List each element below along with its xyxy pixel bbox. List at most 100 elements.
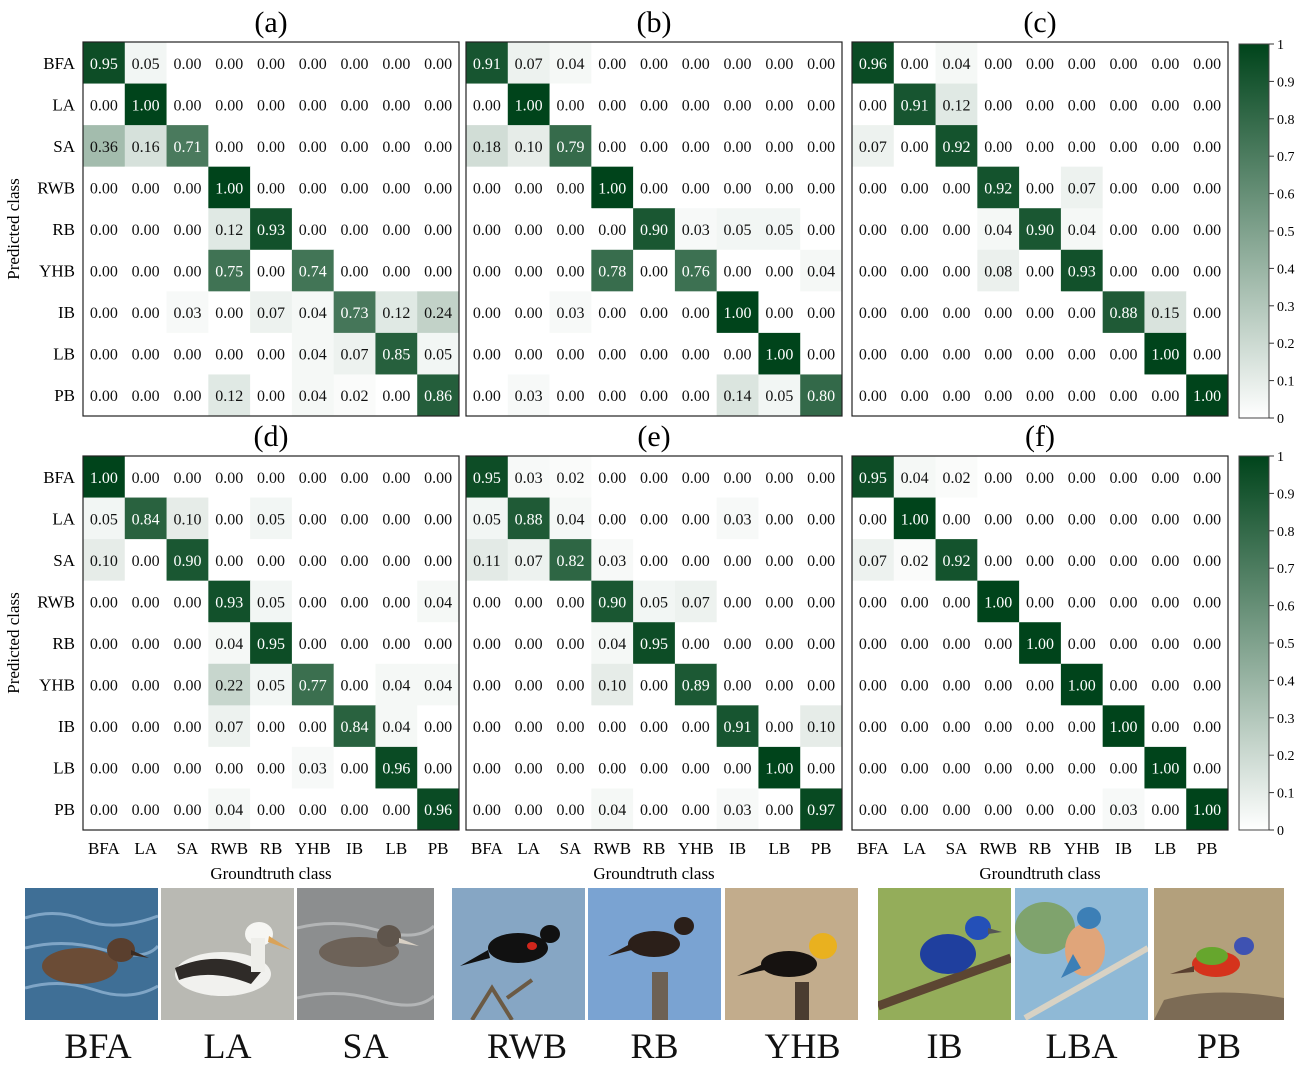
- matrix-cell: [466, 291, 509, 334]
- cell-value: 0.00: [640, 264, 668, 281]
- cell-value: 0.00: [984, 636, 1012, 653]
- cell-value: 0.00: [984, 139, 1012, 156]
- matrix-cell: [83, 497, 126, 540]
- cell-value: 0.00: [598, 761, 626, 778]
- cell-value: 0.00: [424, 761, 452, 778]
- cell-value: 0.00: [1151, 264, 1179, 281]
- matrix-cell: [977, 125, 1020, 168]
- y-axis-label: Predicted class: [4, 592, 23, 694]
- matrix-cell: [333, 83, 376, 126]
- matrix-cell: [375, 291, 418, 334]
- cell-value: 0.00: [299, 719, 327, 736]
- x-axis-label: Groundtruth class: [210, 864, 331, 883]
- matrix-cell: [417, 580, 460, 623]
- cell-value: 0.00: [640, 761, 668, 778]
- cell-value: 0.00: [859, 802, 887, 819]
- matrix-cell: [466, 746, 509, 789]
- matrix-cell: [633, 249, 676, 292]
- cell-value: 0.07: [257, 305, 285, 322]
- cell-value: 0.00: [1110, 97, 1138, 114]
- cell-value: 0.04: [299, 305, 327, 322]
- matrix-cell: [716, 291, 759, 334]
- matrix-cell: [977, 332, 1020, 375]
- cell-value: 0.00: [1193, 470, 1221, 487]
- matrix-cell: [417, 622, 460, 665]
- matrix-cell: [124, 622, 168, 665]
- cell-value: 0.00: [473, 222, 501, 239]
- matrix-cell: [852, 705, 895, 748]
- matrix-cell: [166, 249, 209, 292]
- matrix-cell: [291, 166, 335, 209]
- matrix-cell: [417, 374, 460, 417]
- cell-value: 0.00: [90, 802, 118, 819]
- matrix-cell: [291, 746, 335, 789]
- cell-value: 0.92: [984, 180, 1012, 197]
- matrix-cell: [166, 125, 209, 168]
- matrix-panel-a: (a) 0.95 0.05 0.00 0.00 0.00 0.00 0.00 0.00 0.00 0…: [4, 6, 460, 417]
- cell-value: 0.00: [807, 761, 835, 778]
- matrix-cell: [507, 291, 551, 334]
- matrix-cell: [800, 166, 843, 209]
- matrix-cell: [466, 249, 509, 292]
- matrix-cell: [124, 705, 168, 748]
- photo-ib: [878, 888, 1011, 1020]
- matrix-cell: [1186, 580, 1229, 623]
- matrix-cell: [716, 374, 759, 417]
- matrix-cell: [758, 663, 801, 706]
- matrix-cell: [333, 539, 376, 582]
- cell-value: 0.00: [1110, 470, 1138, 487]
- cell-value: 0.00: [724, 470, 752, 487]
- cell-value: 0.04: [382, 678, 410, 695]
- cell-value: 0.00: [859, 97, 887, 114]
- cell-value: 0.00: [598, 139, 626, 156]
- cell-value: 0.00: [473, 594, 501, 611]
- cell-value: 0.00: [173, 264, 201, 281]
- matrix-cell: [758, 42, 801, 85]
- matrix-cell: [549, 663, 592, 706]
- matrix-cell: [716, 705, 759, 748]
- matrix-cell: [333, 456, 376, 499]
- cell-value: 0.00: [942, 264, 970, 281]
- matrix-cell: [1186, 497, 1229, 540]
- cell-value: 0.80: [807, 388, 835, 405]
- matrix-cell: [1144, 332, 1187, 375]
- matrix-cell: [758, 332, 801, 375]
- x-tick-label: PB: [1197, 839, 1218, 858]
- matrix-cell: [935, 663, 978, 706]
- cell-value: 0.00: [1068, 305, 1096, 322]
- matrix-cell: [852, 663, 895, 706]
- matrix-cell: [208, 166, 251, 209]
- matrix-cell: [1144, 374, 1187, 417]
- matrix-cell: [893, 208, 937, 251]
- matrix-cell: [417, 291, 460, 334]
- matrix-cell: [507, 539, 551, 582]
- matrix-cell: [1144, 539, 1187, 582]
- cell-value: 0.88: [515, 511, 543, 528]
- matrix-cell: [250, 332, 293, 375]
- matrix-cell: [1060, 497, 1104, 540]
- matrix-cell: [1186, 125, 1229, 168]
- cell-value: 0.07: [515, 56, 543, 73]
- cell-value: 0.00: [257, 761, 285, 778]
- matrix-cell: [1186, 208, 1229, 251]
- cell-value: 0.00: [1151, 636, 1179, 653]
- matrix-cell: [591, 125, 634, 168]
- matrix-cell: [1102, 580, 1145, 623]
- cell-value: 0.07: [859, 553, 887, 570]
- cell-value: 0.00: [556, 97, 584, 114]
- matrix-cell: [375, 746, 418, 789]
- cell-value: 0.00: [341, 802, 369, 819]
- cell-value: 0.05: [424, 347, 452, 364]
- cell-value: 0.95: [90, 56, 118, 73]
- colorbar-tick-label: 0: [1277, 412, 1284, 427]
- matrix-cell: [633, 663, 676, 706]
- cell-value: 0.00: [640, 97, 668, 114]
- y-tick-label: IB: [58, 717, 75, 736]
- matrix-cell: [466, 42, 509, 85]
- cell-value: 0.00: [807, 180, 835, 197]
- matrix-cell: [83, 83, 126, 126]
- cell-value: 0.79: [556, 139, 584, 156]
- matrix-cell: [208, 705, 251, 748]
- cell-value: 0.04: [598, 636, 626, 653]
- matrix-cell: [935, 166, 978, 209]
